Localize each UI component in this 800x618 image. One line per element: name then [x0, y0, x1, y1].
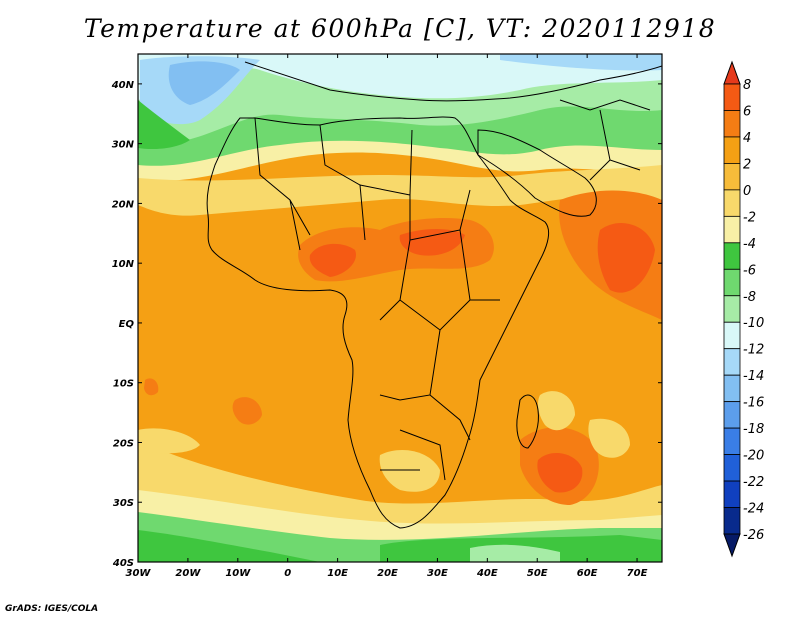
- colorbar-band: [723, 480, 741, 508]
- colorbar-band: [723, 189, 741, 217]
- colorbar-level-label: 2: [743, 157, 751, 172]
- colorbar-level-label: 4: [743, 131, 751, 146]
- colorbar-band: [723, 163, 741, 191]
- colorbar-band: [723, 401, 741, 429]
- lon-tick-label: 10W: [225, 568, 251, 579]
- colorbar-level-label: -8: [743, 290, 756, 305]
- lon-tick-label: 20W: [175, 568, 201, 579]
- plot-frame: [137, 53, 663, 563]
- lat-tick-label: 20N: [112, 199, 135, 210]
- lat-tick-label: 40S: [112, 558, 134, 569]
- colorbar-band: [723, 242, 741, 270]
- colorbar-level-label: -16: [743, 396, 764, 411]
- colorbar-level-label: -12: [743, 343, 764, 358]
- lat-tick-label: 30N: [112, 140, 135, 151]
- colorbar-level-label: -18: [743, 422, 764, 437]
- colorbar-band: [723, 348, 741, 376]
- colorbar-top-arrow: [723, 60, 741, 85]
- colorbar-band: [723, 110, 741, 138]
- colorbar-band: [723, 295, 741, 323]
- colorbar-level-label: -6: [743, 263, 756, 278]
- colorbar-band: [723, 427, 741, 455]
- colorbar-band: [723, 215, 741, 244]
- colorbar-band: [723, 507, 741, 535]
- colorbar-level-label: -10: [743, 316, 764, 331]
- map-title: Temperature at 600hPa [C], VT: 202011291…: [83, 14, 717, 43]
- lat-tick-label: EQ: [119, 319, 135, 330]
- lon-tick-label: 30W: [126, 568, 152, 579]
- colorbar-level-label: 8: [743, 78, 751, 93]
- colorbar-level-label: 0: [743, 184, 751, 199]
- lat-tick-label: 30S: [113, 498, 134, 509]
- colorbar-band: [723, 268, 741, 297]
- colorbar: 8 6 4 2 0 -2 -4 -6 -8 -10 -12 -14 -16 -18 -20 -22 -24 -26: [723, 60, 764, 558]
- lon-tick-label: 40E: [476, 568, 498, 579]
- lon-tick-label: 30E: [427, 568, 448, 579]
- longitude-axis: 30W 20W 10W 0 10E 20E 30E 40E 50E 60E 70E: [126, 54, 648, 579]
- lat-tick-label: 10N: [112, 259, 135, 270]
- lon-tick-label: 70E: [627, 568, 648, 579]
- colorbar-band: [723, 374, 741, 403]
- colorbar-level-label: -26: [743, 528, 764, 543]
- temperature-field: [138, 54, 662, 562]
- lat-tick-label: 40N: [111, 80, 135, 91]
- colorbar-level-label: -2: [743, 210, 756, 225]
- colorbar-level-label: 6: [743, 104, 751, 119]
- lat-tick-label: 10S: [113, 379, 134, 390]
- lon-tick-label: 20E: [377, 568, 398, 579]
- colorbar-band: [723, 321, 741, 350]
- colorbar-bottom-arrow: [723, 533, 741, 558]
- lon-tick-label: 0: [284, 568, 291, 579]
- latitude-axis: 40N 30N 20N 10N EQ 10S 20S 30S 40S: [111, 80, 662, 569]
- coastlines: [206, 61, 662, 529]
- colorbar-band: [723, 83, 741, 111]
- colorbar-band: [723, 454, 741, 482]
- lon-tick-label: 60E: [577, 568, 598, 579]
- colorbar-level-label: -24: [743, 502, 764, 517]
- lat-tick-label: 20S: [113, 438, 134, 449]
- lon-tick-label: 10E: [327, 568, 348, 579]
- colorbar-level-label: -22: [743, 475, 764, 490]
- credit-text: GrADS: IGES/COLA: [5, 604, 99, 614]
- lon-tick-label: 50E: [527, 568, 548, 579]
- colorbar-level-label: -20: [743, 449, 764, 464]
- colorbar-level-label: -14: [743, 369, 764, 384]
- colorbar-band: [723, 136, 741, 164]
- colorbar-level-label: -4: [743, 237, 756, 252]
